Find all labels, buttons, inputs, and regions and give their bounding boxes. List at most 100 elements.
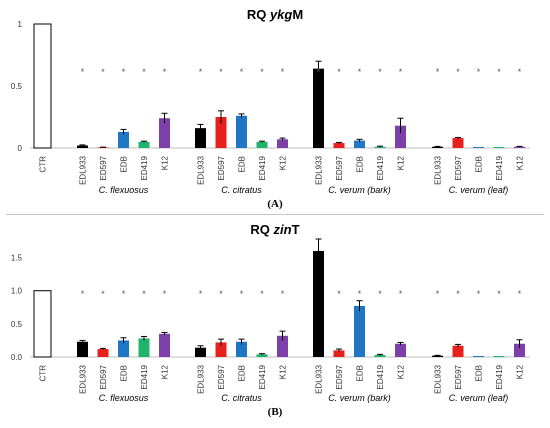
category-label: ED597	[335, 364, 344, 389]
data-bar	[256, 354, 268, 357]
significance-star: *	[219, 289, 223, 299]
data-bar	[195, 128, 206, 148]
category-label: ED419	[376, 364, 385, 389]
category-label: ED419	[495, 155, 504, 180]
significance-star: *	[101, 289, 105, 299]
data-bar	[118, 340, 129, 357]
significance-star: *	[477, 289, 481, 299]
significance-star: *	[378, 67, 382, 77]
data-bar	[97, 147, 109, 148]
data-bar	[77, 341, 88, 357]
data-bar	[432, 355, 443, 357]
category-label: ED419	[495, 364, 504, 389]
data-bar	[138, 338, 150, 357]
group-label: C. citratus	[221, 393, 262, 403]
significance-star: *	[518, 289, 522, 299]
data-bar	[374, 355, 386, 357]
group-label: C. verum (bark)	[328, 393, 391, 403]
significance-star: *	[260, 67, 264, 77]
category-label: EDB	[475, 365, 484, 381]
control-label: CTR	[39, 156, 48, 173]
category-label: ED419	[258, 155, 267, 180]
significance-star: *	[518, 67, 522, 77]
data-bar	[452, 345, 464, 357]
significance-star: *	[456, 67, 460, 77]
data-bar	[138, 141, 150, 148]
data-bar	[236, 341, 247, 357]
data-bar	[256, 141, 268, 148]
significance-star: *	[199, 67, 203, 77]
data-bar	[195, 347, 206, 357]
category-label: EDL933	[434, 155, 443, 184]
category-label: K12	[279, 155, 288, 170]
zint-bar-chart: RQ zinT 0.0 0.5 1.0 1.5 CTR * EDL933 * ED597 * EDB *…	[11, 222, 530, 418]
significance-star: *	[317, 67, 321, 77]
category-label: K12	[397, 155, 406, 170]
significance-star: *	[260, 289, 264, 299]
group-label: C. citratus	[221, 185, 262, 195]
group-label: C. verum (bark)	[328, 185, 391, 195]
panel-letter: (A)	[267, 198, 283, 210]
data-bar	[236, 115, 247, 148]
category-label: ED419	[376, 155, 385, 180]
significance-star: *	[101, 67, 105, 77]
significance-star: *	[378, 289, 382, 299]
category-label: EDL933	[197, 155, 206, 184]
category-label: EDL933	[79, 155, 88, 184]
significance-star: *	[81, 289, 85, 299]
significance-star: *	[497, 67, 501, 77]
y-tick-label: 1	[18, 20, 23, 29]
significance-star: *	[436, 67, 440, 77]
category-label: K12	[516, 364, 525, 379]
data-bar	[452, 138, 464, 148]
category-label: K12	[279, 364, 288, 379]
significance-star: *	[337, 289, 341, 299]
data-bar	[395, 343, 406, 357]
data-bar	[159, 118, 170, 148]
significance-star: *	[142, 67, 146, 77]
data-bar	[77, 145, 88, 148]
control-bar	[33, 23, 52, 149]
control-bar	[33, 290, 52, 358]
title-suffix: T	[292, 222, 300, 237]
significance-star: *	[122, 67, 126, 77]
category-label: ED597	[217, 155, 226, 180]
category-label: EDB	[120, 156, 129, 172]
data-bar	[514, 343, 525, 357]
category-label: ED419	[140, 364, 149, 389]
category-label: EDB	[356, 156, 365, 172]
title-prefix: RQ	[247, 7, 270, 22]
data-bar	[514, 146, 525, 148]
y-tick-label: 0	[18, 144, 23, 153]
y-tick-label: 0.5	[11, 82, 23, 91]
significance-star: *	[399, 67, 403, 77]
category-label: ED597	[454, 364, 463, 389]
category-label: ED597	[99, 364, 108, 389]
y-tick-label: 1.0	[11, 287, 23, 296]
significance-star: *	[281, 289, 285, 299]
panel-letter: (B)	[268, 406, 283, 418]
group-label: C. flexuosus	[99, 393, 149, 403]
panel-b-zint-chart: RQ zinT 0.0 0.5 1.0 1.5 CTR * EDL933 * ED597 * EDB *…	[0, 214, 550, 428]
data-bar	[432, 146, 443, 148]
category-label: EDL933	[315, 364, 324, 393]
chart-title: RQ zinT	[250, 222, 299, 237]
panel-divider	[6, 214, 544, 215]
y-tick-label: 0.5	[11, 320, 23, 329]
category-label: EDL933	[79, 364, 88, 393]
title-prefix: RQ	[250, 222, 273, 237]
group-label: C. flexuosus	[99, 185, 149, 195]
title-gene: zin	[273, 222, 292, 237]
significance-star: *	[497, 289, 501, 299]
data-bar	[97, 349, 109, 357]
category-label: K12	[516, 155, 525, 170]
control-label: CTR	[39, 365, 48, 382]
title-suffix: M	[292, 7, 303, 22]
category-label: ED597	[99, 155, 108, 180]
significance-star: *	[240, 67, 244, 77]
category-label: K12	[161, 155, 170, 170]
significance-star: *	[281, 67, 285, 77]
category-label: ED419	[258, 364, 267, 389]
category-label: EDB	[475, 156, 484, 172]
significance-star: *	[240, 289, 244, 299]
